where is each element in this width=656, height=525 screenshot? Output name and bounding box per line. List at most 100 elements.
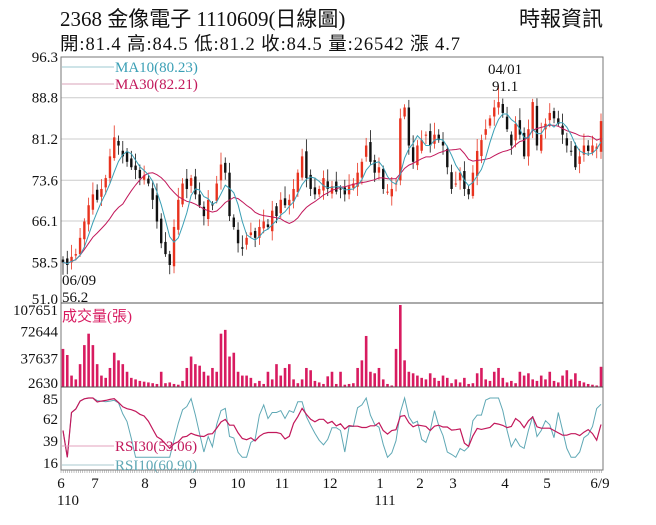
candle-body [279, 199, 282, 214]
volume-bar [275, 364, 278, 387]
volume-bar [480, 367, 483, 387]
volume-bar [535, 380, 539, 387]
low-value-annotation: 56.2 [62, 290, 88, 306]
rsi30-legend: RSI30(53.06) [115, 439, 197, 455]
volume-bar [586, 383, 590, 387]
candle-body [113, 137, 116, 159]
month-label: 4 [501, 476, 509, 492]
volume-bar [258, 380, 261, 387]
candle-body [595, 146, 598, 149]
rsi-axis: 85 62 39 16 [43, 392, 59, 472]
volume-bar [78, 364, 82, 387]
candle-body [313, 187, 317, 195]
volume-bar [484, 379, 488, 387]
volume-bar [548, 371, 552, 387]
volume-bar [309, 370, 312, 387]
rsi30-line [62, 397, 602, 458]
volume-bar [117, 360, 120, 387]
volume-bar [121, 364, 125, 387]
candle-body [552, 111, 556, 119]
volume-bar [262, 383, 265, 387]
candle-body [411, 147, 415, 162]
volume-bar [492, 371, 496, 387]
volume-bar [578, 380, 581, 387]
volume-bar [420, 377, 423, 387]
volume-bar [428, 373, 432, 387]
volume-bar [270, 379, 274, 387]
volume-bar [352, 383, 355, 387]
month-label: 6 [57, 476, 65, 492]
candle-body [527, 129, 530, 157]
candle-body [134, 165, 137, 170]
volume-bar [172, 383, 176, 387]
candle-body [142, 175, 146, 180]
price-tick-label: 81.2 [32, 132, 58, 148]
candle-body [232, 217, 235, 227]
candle-body [147, 178, 150, 184]
volume-tick-label: 72644 [21, 325, 59, 341]
ma30-line [62, 124, 602, 265]
volume-bar [91, 345, 95, 387]
candle-body [369, 142, 372, 162]
candle-body [219, 164, 223, 181]
volume-bar [147, 382, 150, 387]
candle-body [591, 145, 594, 153]
candle-body [578, 156, 581, 164]
candle-body [441, 141, 445, 146]
candle-body [288, 199, 291, 206]
candle-body [66, 258, 69, 265]
candle-body [390, 188, 393, 197]
candle-body [206, 199, 210, 220]
candle-body [224, 162, 227, 173]
low-date-annotation: 06/09 [62, 273, 96, 289]
volume-bar [236, 371, 240, 387]
volume-bar [159, 371, 163, 387]
volume-bar [454, 379, 458, 387]
volume-bar [241, 375, 244, 387]
rsi-lines [62, 396, 602, 459]
volume-bar [74, 379, 78, 387]
month-label: 6/9 [590, 476, 609, 492]
candle-body [181, 183, 184, 205]
candle-body [493, 107, 496, 117]
volume-bar [313, 380, 317, 387]
candle-body [497, 102, 500, 108]
quote-summary: 開:81.4 高:84.5 低:81.2 收:84.5 量:26542 漲 4.… [60, 34, 460, 55]
candle-body [100, 188, 103, 197]
candle-body [561, 125, 564, 135]
volume-bar [108, 367, 112, 387]
volume-bar [505, 382, 509, 387]
candle-body [271, 210, 274, 232]
volume-bar [381, 379, 385, 387]
candle-body [121, 150, 124, 157]
volume-bar [424, 379, 428, 387]
month-label: 5 [543, 476, 551, 492]
source-label: 時報資訊 [519, 7, 603, 31]
candle-body [202, 206, 206, 217]
candle-body [70, 256, 73, 263]
volume-bar [228, 356, 231, 387]
candle-body [305, 151, 308, 179]
candle-body [450, 172, 453, 189]
candle-body [454, 183, 458, 185]
volume-bar [95, 364, 99, 387]
candle-body [420, 140, 423, 151]
volume-bar [407, 371, 411, 387]
candle-body [326, 181, 329, 189]
candle-body [488, 118, 492, 126]
candle-body [352, 183, 355, 188]
volume-bar [544, 379, 547, 387]
volume-bar [334, 383, 338, 387]
candle-body [198, 194, 201, 206]
candle-body [582, 145, 586, 155]
volume-bar [527, 373, 530, 387]
volume-bar [87, 333, 90, 387]
candle-body [168, 254, 171, 265]
price-tick-label: 51.0 [32, 292, 58, 308]
candle-body [322, 178, 325, 191]
volume-bar [249, 377, 253, 387]
volume-bar [386, 383, 389, 387]
volume-bar [253, 383, 257, 387]
candle-body [177, 199, 180, 230]
candle-body [138, 169, 142, 179]
